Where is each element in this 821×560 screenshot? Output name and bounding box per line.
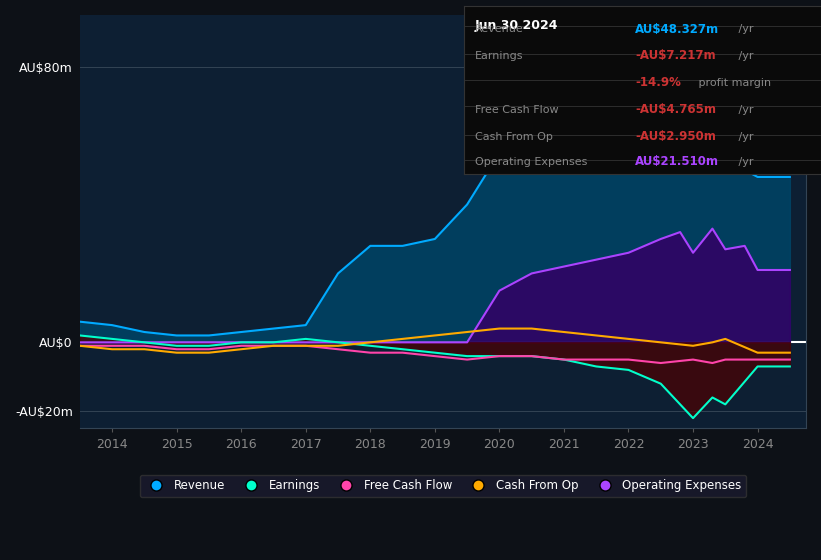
Text: AU$48.327m: AU$48.327m bbox=[635, 22, 719, 36]
Text: /yr: /yr bbox=[736, 105, 754, 115]
Text: /yr: /yr bbox=[736, 51, 754, 61]
Text: Jun 30 2024: Jun 30 2024 bbox=[475, 19, 558, 32]
Text: Free Cash Flow: Free Cash Flow bbox=[475, 105, 558, 115]
Text: Revenue: Revenue bbox=[475, 24, 523, 34]
Text: /yr: /yr bbox=[736, 132, 754, 142]
Text: -AU$4.765m: -AU$4.765m bbox=[635, 103, 716, 116]
Text: /yr: /yr bbox=[736, 24, 754, 34]
Text: /yr: /yr bbox=[736, 157, 754, 167]
Text: Cash From Op: Cash From Op bbox=[475, 132, 553, 142]
Text: Earnings: Earnings bbox=[475, 51, 523, 61]
Text: AU$21.510m: AU$21.510m bbox=[635, 155, 719, 169]
Text: profit margin: profit margin bbox=[695, 78, 772, 88]
Text: -AU$2.950m: -AU$2.950m bbox=[635, 130, 716, 143]
Text: Operating Expenses: Operating Expenses bbox=[475, 157, 587, 167]
Legend: Revenue, Earnings, Free Cash Flow, Cash From Op, Operating Expenses: Revenue, Earnings, Free Cash Flow, Cash … bbox=[140, 474, 746, 497]
Text: -14.9%: -14.9% bbox=[635, 76, 681, 90]
Text: -AU$7.217m: -AU$7.217m bbox=[635, 49, 716, 63]
